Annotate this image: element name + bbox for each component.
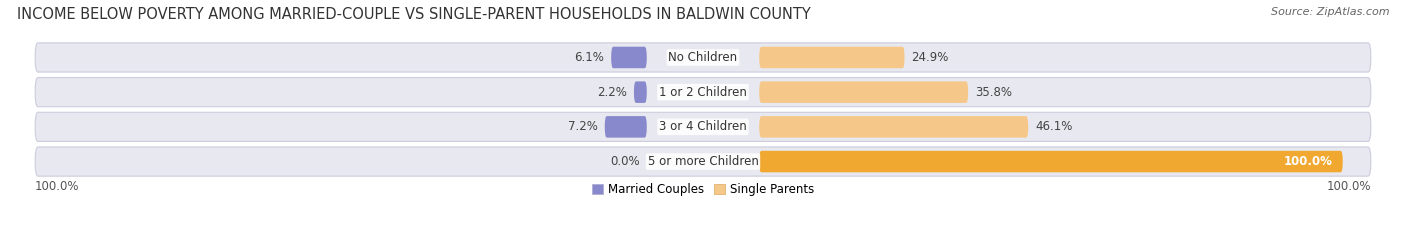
Text: No Children: No Children <box>668 51 738 64</box>
FancyBboxPatch shape <box>759 81 969 103</box>
Text: Source: ZipAtlas.com: Source: ZipAtlas.com <box>1271 7 1389 17</box>
FancyBboxPatch shape <box>35 43 1371 72</box>
Text: 3 or 4 Children: 3 or 4 Children <box>659 120 747 133</box>
Text: 5 or more Children: 5 or more Children <box>648 155 758 168</box>
Text: INCOME BELOW POVERTY AMONG MARRIED-COUPLE VS SINGLE-PARENT HOUSEHOLDS IN BALDWIN: INCOME BELOW POVERTY AMONG MARRIED-COUPL… <box>17 7 811 22</box>
Text: 1 or 2 Children: 1 or 2 Children <box>659 86 747 99</box>
FancyBboxPatch shape <box>759 47 904 68</box>
FancyBboxPatch shape <box>35 78 1371 107</box>
Text: 24.9%: 24.9% <box>911 51 949 64</box>
Text: 2.2%: 2.2% <box>598 86 627 99</box>
FancyBboxPatch shape <box>35 112 1371 141</box>
Text: 100.0%: 100.0% <box>35 180 80 193</box>
Text: 46.1%: 46.1% <box>1035 120 1073 133</box>
FancyBboxPatch shape <box>35 147 1371 176</box>
Legend: Married Couples, Single Parents: Married Couples, Single Parents <box>589 181 817 198</box>
Text: 7.2%: 7.2% <box>568 120 598 133</box>
FancyBboxPatch shape <box>605 116 647 138</box>
Text: 100.0%: 100.0% <box>1284 155 1333 168</box>
FancyBboxPatch shape <box>612 47 647 68</box>
FancyBboxPatch shape <box>759 151 1343 172</box>
Text: 6.1%: 6.1% <box>574 51 605 64</box>
FancyBboxPatch shape <box>759 116 1028 138</box>
Text: 35.8%: 35.8% <box>976 86 1012 99</box>
Text: 100.0%: 100.0% <box>1326 180 1371 193</box>
Text: 0.0%: 0.0% <box>610 155 640 168</box>
FancyBboxPatch shape <box>634 81 647 103</box>
